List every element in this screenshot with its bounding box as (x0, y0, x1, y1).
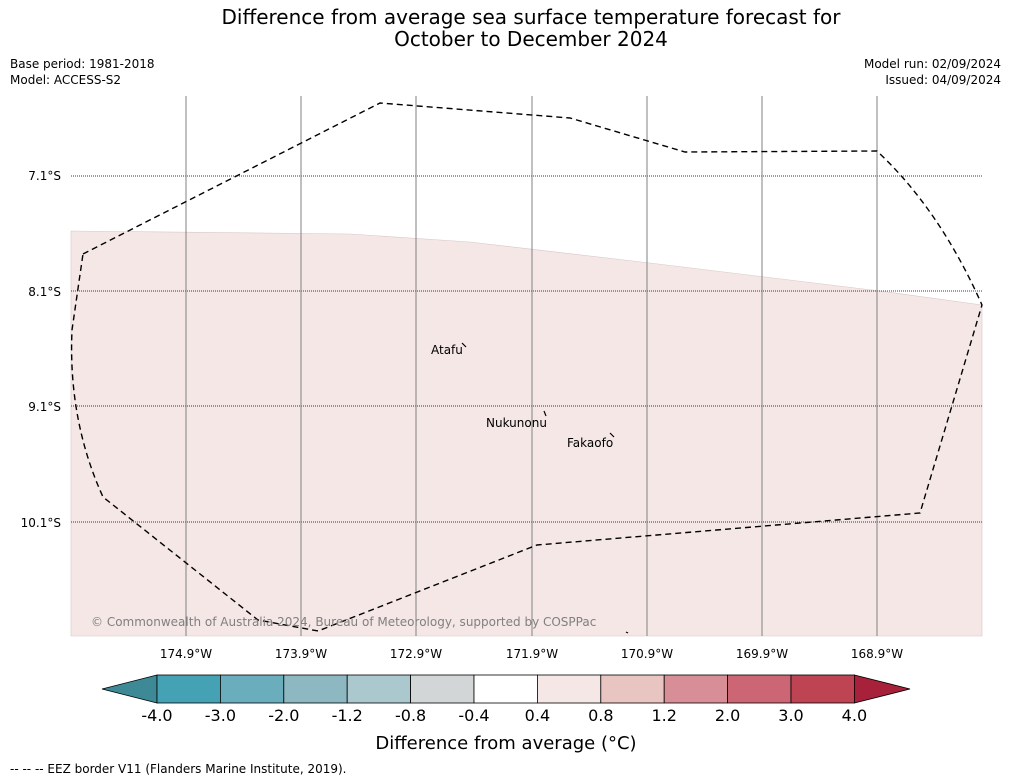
colorbar-bin-0 (156, 674, 221, 704)
nukunonu-atoll-shape (543, 410, 547, 417)
issued-date: Issued: 04/09/2024 (885, 73, 1001, 87)
lon-label-171-9: 171.9°W (506, 647, 558, 661)
title-line-2: October to December 2024 (394, 27, 668, 51)
colorbar-bin-4 (410, 674, 475, 704)
place-label-atafu: Atafu (431, 343, 463, 357)
base-period: Base period: 1981-2018 (10, 57, 155, 71)
cb-tick-7: 0.8 (588, 706, 613, 725)
lon-label-168-9: 168.9°W (851, 647, 903, 661)
cb-tick-3: -1.2 (332, 706, 363, 725)
colorbar-bin-7 (600, 674, 665, 704)
lon-label-170-9: 170.9°W (621, 647, 673, 661)
lon-label-173-9: 173.9°W (275, 647, 327, 661)
title-line-1: Difference from average sea surface temp… (221, 5, 841, 29)
colorbar-right-extension (854, 674, 911, 704)
sst-anomaly-region (70, 230, 983, 637)
copyright-notice: © Commonwealth of Australia 2024, Bureau… (91, 615, 596, 629)
colorbar-bin-1 (219, 674, 285, 704)
cb-tick-5: -0.4 (458, 706, 489, 725)
lat-label-10-1: 10.1°S (21, 516, 61, 530)
cb-tick-11: 4.0 (842, 706, 867, 725)
colorbar-label: Difference from average (°C) (375, 733, 636, 754)
cb-tick-0: -4.0 (141, 706, 172, 725)
cb-tick-8: 1.2 (651, 706, 676, 725)
atafu-atoll-shape (461, 342, 467, 348)
cb-tick-9: 2.0 (715, 706, 740, 725)
lon-label-169-9: 169.9°W (736, 647, 788, 661)
small-islet-shape (625, 631, 629, 634)
longitude-gridlines (185, 96, 878, 636)
cb-tick-4: -0.8 (395, 706, 426, 725)
cb-tick-1: -3.0 (205, 706, 236, 725)
colorbar-bin-3 (346, 674, 412, 704)
eez-legend: -- -- -- EEZ border V11 (Flanders Marine… (10, 762, 347, 776)
colorbar-bin-9 (727, 674, 792, 704)
map-title: Difference from average sea surface temp… (0, 6, 1011, 50)
lat-label-8-1: 8.1°S (28, 285, 61, 299)
cb-tick-10: 3.0 (778, 706, 803, 725)
lon-label-174-9: 174.9°W (160, 647, 212, 661)
colorbar-bin-10 (790, 674, 855, 704)
place-label-fakaofo: Fakaofo (567, 436, 613, 450)
colorbar-bin-6 (537, 674, 602, 704)
model-name: Model: ACCESS-S2 (10, 73, 122, 87)
colorbar-bin-8 (663, 674, 729, 704)
cb-tick-2: -2.0 (268, 706, 299, 725)
islands (461, 342, 629, 634)
cb-tick-6: 0.4 (525, 706, 550, 725)
meta-right: Model run: 02/09/2024 Issued: 04/09/2024 (864, 56, 1001, 88)
colorbar-bin-2 (283, 674, 348, 704)
lon-label-172-9: 172.9°W (390, 647, 442, 661)
colorbar (101, 674, 911, 704)
colorbar-bin-5 (473, 674, 538, 704)
lat-label-9-1: 9.1°S (28, 400, 61, 414)
place-label-nukunonu: Nukunonu (486, 416, 547, 430)
lat-label-7-1: 7.1°S (28, 169, 61, 183)
meta-left: Base period: 1981-2018 Model: ACCESS-S2 (10, 56, 155, 88)
model-run: Model run: 02/09/2024 (863, 57, 1001, 71)
eez-border (70, 102, 983, 632)
fakaofo-atoll-shape (609, 432, 615, 438)
colorbar-left-extension (101, 674, 158, 704)
